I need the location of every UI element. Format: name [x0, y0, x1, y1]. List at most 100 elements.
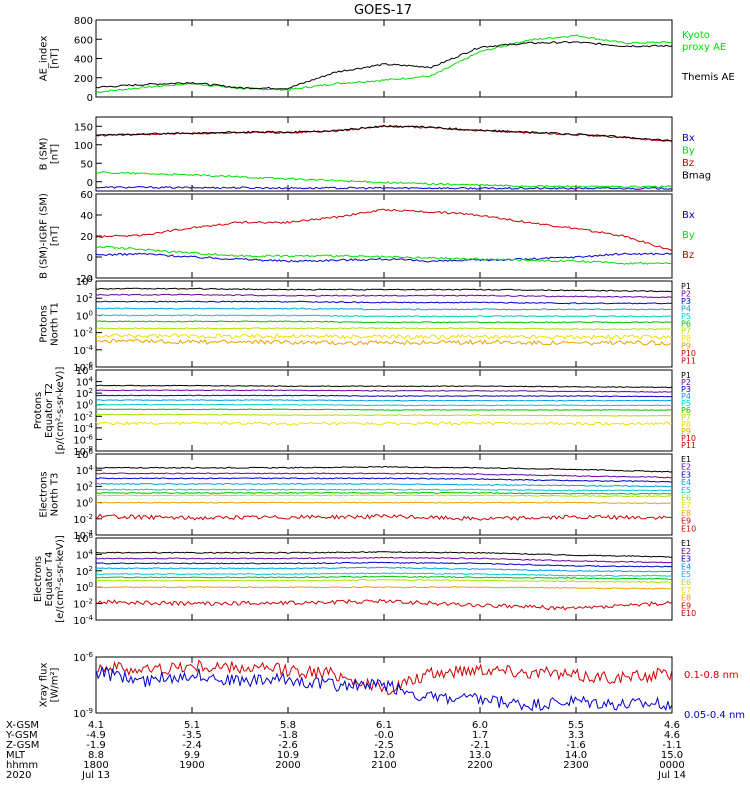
y-tick-label: 400	[74, 55, 93, 66]
y-axis-label: AE_index[nT]	[39, 36, 61, 82]
series-line-p6	[95, 320, 673, 324]
series-line-bx	[95, 252, 673, 263]
axis-row-value: 4.1	[88, 720, 104, 731]
legend-label-e5: E5	[681, 486, 691, 495]
series-line-p1	[95, 287, 673, 293]
y-tick-label: 60	[80, 190, 93, 201]
panel-frame	[95, 116, 673, 192]
series-line-bz	[95, 125, 673, 143]
legend-label-e6: E6	[681, 494, 691, 503]
axis-row-value: 6.1	[376, 720, 392, 731]
series-line-by	[95, 171, 673, 189]
legend-label-p9: P9	[681, 342, 691, 351]
series-line-bz	[95, 208, 673, 252]
legend-label-p7: P7	[681, 413, 691, 422]
series-line-e5	[95, 572, 672, 577]
axis-row-value: -1.8	[278, 730, 298, 741]
y-axis-label: Xray flux[W/m²]	[39, 663, 61, 708]
y-tick-label: 200	[74, 74, 93, 85]
legend-label-p2: P2	[681, 378, 691, 387]
legend-label-p3: P3	[681, 297, 691, 306]
legend-label-e8: E8	[681, 594, 691, 603]
y-tick-label: -20	[77, 274, 93, 285]
series-line-e7	[95, 494, 673, 498]
axis-row-value: -2.4	[182, 740, 202, 751]
legend-label-e9: E9	[681, 517, 691, 526]
series-line-p4	[95, 399, 673, 402]
legend-label-0-1-0-8-nm: 0.1-0.8 nm	[684, 670, 739, 681]
series-line-p9	[95, 338, 673, 346]
series-line-e2	[95, 472, 673, 479]
y-tick-label: 0	[87, 178, 93, 189]
axis-row-value: 10.9	[277, 750, 299, 761]
axis-row-value: 8.8	[88, 750, 104, 761]
panel-8: 10-6 10-9 Xray flux[W/m²] 0.1-0.8 nm 0.05-0.…	[39, 651, 746, 721]
legend-label-p4: P4	[681, 392, 691, 401]
y-tick-label: 106	[76, 532, 94, 545]
legend-label-e3: E3	[681, 470, 691, 479]
axis-row-value: 5.5	[568, 720, 584, 731]
panel-5: 10610410210010-210-410-610-8ProtonsEquat…	[33, 364, 696, 458]
y-tick-label: 100	[76, 497, 93, 510]
y-tick-label: 104	[76, 548, 94, 561]
legend-label-bx: Bx	[682, 133, 695, 144]
axis-row-label: hhmm	[6, 760, 38, 771]
axis-row-value: -1.6	[566, 740, 586, 751]
panel-frame	[95, 656, 673, 714]
legend-label-p8: P8	[681, 334, 691, 343]
series-line-e6	[95, 491, 673, 495]
y-tick-label: 100	[76, 309, 93, 322]
plot-title: GOES-17	[354, 3, 412, 18]
y-tick-label: 800	[74, 16, 93, 27]
legend-label-e9: E9	[681, 601, 691, 610]
series-line-e9	[96, 598, 673, 611]
y-tick-label: 100	[76, 581, 93, 594]
legend-label-p1: P1	[681, 282, 691, 291]
series-line-p3	[95, 300, 673, 305]
axis-row-value: -0.0	[374, 730, 394, 741]
series-line-p6	[95, 408, 673, 411]
series-line-p2	[95, 389, 673, 393]
legend-label-e4: E4	[681, 478, 691, 487]
y-tick-label: 10-4	[73, 344, 93, 357]
axis-row-value: 6.0	[472, 720, 488, 731]
axis-row-value: -4.9	[86, 730, 106, 741]
legend-label-p3: P3	[681, 385, 691, 394]
series-line-e5	[96, 488, 673, 492]
y-axis-label: B (SM)-IGRF (SM)[nT]	[39, 193, 61, 279]
axis-row-value: -2.5	[374, 740, 394, 751]
legend-label-kyoto-proxy-ae: Kyoto	[682, 30, 710, 41]
year-label: 2020	[6, 770, 31, 781]
axis-row-value: 1.7	[472, 730, 488, 741]
series-line-p8	[95, 420, 673, 426]
axis-row-label: Z-GSM	[6, 740, 39, 751]
y-tick-label: 50	[80, 159, 93, 170]
axis-row-value: 5.1	[184, 720, 200, 731]
axis-row-value: 2100	[371, 760, 396, 771]
legend-label-p6: P6	[681, 406, 691, 415]
legend-label-p10: P10	[681, 349, 696, 358]
y-tick-label: 10-6	[73, 651, 93, 664]
date-end-label: Jul 14	[657, 770, 686, 781]
series-line-p3	[96, 394, 673, 398]
axis-row-value: 4.6	[664, 730, 680, 741]
series-line-p5	[95, 403, 673, 407]
axis-row-label: MLT	[6, 750, 26, 761]
series-line-e4	[95, 482, 673, 488]
legend-label-p1: P1	[681, 371, 691, 380]
series-line-e1	[95, 551, 672, 558]
axis-row-value: -1.9	[86, 740, 106, 751]
axis-row-value: 12.0	[373, 750, 395, 761]
legend-label-p9: P9	[681, 427, 691, 436]
axis-row-value: 2300	[563, 760, 588, 771]
axis-row-value: 0000	[659, 760, 684, 771]
series-line-e8	[95, 586, 673, 590]
axis-row-label: X-GSM	[6, 720, 39, 731]
y-axis-label: ProtonsNorth T1	[39, 302, 61, 346]
axis-row-label: Y-GSM	[5, 730, 38, 741]
